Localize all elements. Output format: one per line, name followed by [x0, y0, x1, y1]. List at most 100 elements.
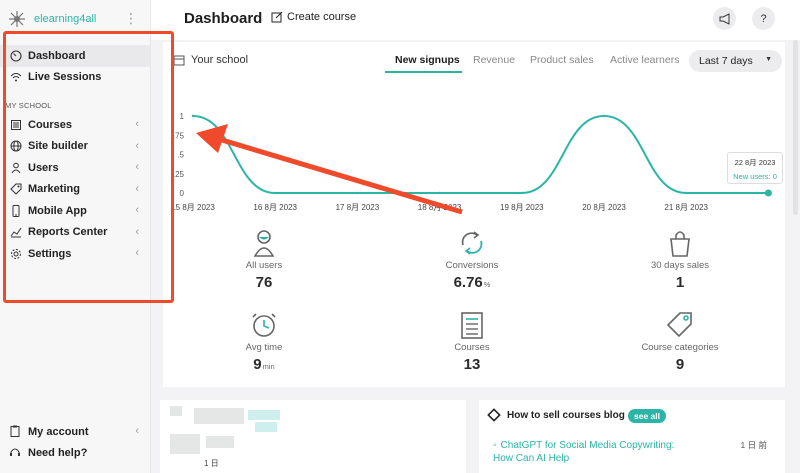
sidebar-item-users[interactable]: Users ‹ [0, 157, 151, 179]
user-icon [9, 161, 22, 174]
gear-icon [9, 247, 22, 260]
stat-conversions: Conversions 6.76% [402, 228, 542, 291]
date-range-value: Last 7 days [699, 55, 753, 67]
create-course-label: Create course [287, 11, 357, 23]
edit-icon [271, 11, 283, 23]
stat-value: 1 [675, 274, 685, 291]
scrollbar[interactable] [793, 40, 798, 215]
section-label-my-school: MY SCHOOL [5, 101, 52, 110]
date-range-select[interactable]: Last 7 days ▼ [689, 50, 782, 72]
tab-revenue[interactable]: Revenue [473, 54, 516, 66]
chevron-left-icon[interactable]: ‹ [135, 247, 139, 259]
sidebar-item-label: Site builder [28, 140, 88, 153]
your-school-text: Your school [191, 54, 249, 66]
sidebar-item-my-account[interactable]: My account ‹ [0, 421, 151, 442]
sidebar-item-label: Courses [28, 118, 73, 131]
tag-icon [9, 183, 22, 196]
wifi-icon [9, 71, 22, 84]
blurred-content [206, 436, 234, 448]
sidebar-item-label: Marketing [28, 183, 80, 196]
sidebar-item-label: Need help? [28, 446, 88, 459]
stat-30-days-sales: 30 days sales 1 [610, 228, 750, 291]
logo-icon [9, 11, 25, 27]
book-icon [461, 312, 483, 339]
chevron-left-icon[interactable]: ‹ [135, 139, 139, 152]
stat-value: 13 [463, 356, 481, 373]
sidebar-item-dashboard[interactable]: Dashboard [0, 45, 151, 67]
sidebar-school-nav: Courses ‹ Site builder ‹ Users ‹ Marketi… [0, 114, 151, 265]
tab-new-signups[interactable]: New signups [395, 54, 460, 66]
sidebar-item-courses[interactable]: Courses ‹ [0, 114, 151, 136]
stat-value: 6.76% [453, 274, 491, 291]
stat-label: Conversions [445, 260, 499, 271]
tab-product-sales[interactable]: Product sales [530, 54, 594, 66]
your-school-label: Your school [173, 54, 248, 66]
report-icon [9, 226, 22, 239]
stat-label: Course categories [641, 342, 719, 353]
stat-label: 30 days sales [650, 260, 710, 271]
stat-label: Courses [454, 342, 490, 353]
gauge-icon [9, 49, 22, 62]
megaphone-icon [719, 12, 729, 25]
chart-tooltip: 22 8月 2023 New users: 0 [727, 152, 783, 184]
shopping-bag-icon [670, 231, 690, 257]
chevron-left-icon[interactable]: ‹ [135, 182, 139, 195]
blurred-content [255, 422, 277, 432]
stat-avg-time: Avg time 9min [194, 310, 334, 373]
stat-all-users: All users 76 [194, 228, 334, 291]
sidebar-item-label: Mobile App [28, 204, 87, 217]
more-icon[interactable]: ⋮ [124, 10, 138, 26]
page-title: Dashboard [184, 10, 263, 27]
chevron-left-icon[interactable]: ‹ [135, 204, 139, 216]
sidebar-item-label: Dashboard [28, 49, 86, 62]
blurred-content [170, 434, 200, 454]
chevron-left-icon[interactable]: ‹ [135, 118, 139, 130]
bullet-icon: ◦ [493, 440, 497, 451]
activity-date: 1 日 [204, 459, 219, 468]
calendar-icon [173, 55, 185, 66]
user-icon [253, 230, 275, 257]
refresh-icon [461, 231, 483, 255]
chevron-left-icon[interactable]: ‹ [135, 161, 139, 173]
sidebar-item-need-help[interactable]: Need help? [0, 442, 151, 463]
sidebar-item-marketing[interactable]: Marketing ‹ [0, 179, 151, 201]
globe-icon [9, 140, 22, 153]
help-button[interactable]: ? [752, 7, 775, 30]
sidebar-top-nav: Dashboard Live Sessions [0, 45, 151, 88]
announcements-button[interactable] [713, 7, 736, 30]
tag-icon [666, 312, 692, 338]
sidebar: elearning4all ⋮ Dashboard Live Sessions … [0, 0, 151, 473]
tooltip-value: New users: 0 [733, 172, 777, 181]
phone-icon [9, 204, 22, 217]
sidebar-item-live-sessions[interactable]: Live Sessions [0, 67, 151, 89]
sidebar-item-label: Settings [28, 247, 72, 260]
stat-label: All users [245, 260, 283, 271]
sidebar-item-label: My account [28, 425, 89, 438]
caret-down-icon: ▼ [765, 56, 772, 63]
blurred-content [170, 406, 182, 416]
sidebar-item-settings[interactable]: Settings ‹ [0, 243, 151, 265]
top-bar: Dashboard Create course ? [151, 0, 800, 40]
chevron-left-icon[interactable]: ‹ [135, 425, 139, 437]
blog-post-link[interactable]: ◦ ChatGPT for Social Media Copywriting: H… [493, 440, 675, 464]
blurred-content [248, 410, 280, 420]
brand[interactable]: elearning4all ⋮ [8, 8, 148, 30]
recent-activity-card: 1 日 [160, 400, 466, 473]
clipboard-icon [9, 425, 22, 438]
headset-icon [9, 446, 22, 459]
blog-post-date: 1 日 前 [740, 440, 767, 450]
sidebar-item-mobile-app[interactable]: Mobile App ‹ [0, 200, 151, 222]
tab-active-learners[interactable]: Active learners [610, 54, 680, 66]
sidebar-item-reports-center[interactable]: Reports Center ‹ [0, 222, 151, 244]
sidebar-item-site-builder[interactable]: Site builder ‹ [0, 136, 151, 158]
see-all-button[interactable]: see all [628, 409, 666, 423]
diamond-icon [487, 408, 501, 422]
create-course-button[interactable]: Create course [271, 11, 356, 23]
stat-courses: Courses 13 [402, 310, 542, 373]
book-icon [9, 118, 22, 131]
sidebar-item-label: Live Sessions [28, 71, 102, 84]
stat-value: 9 [675, 356, 685, 373]
chevron-left-icon[interactable]: ‹ [135, 225, 139, 238]
alarm-clock-icon [252, 313, 276, 337]
tooltip-date: 22 8月 2023 [734, 158, 776, 167]
